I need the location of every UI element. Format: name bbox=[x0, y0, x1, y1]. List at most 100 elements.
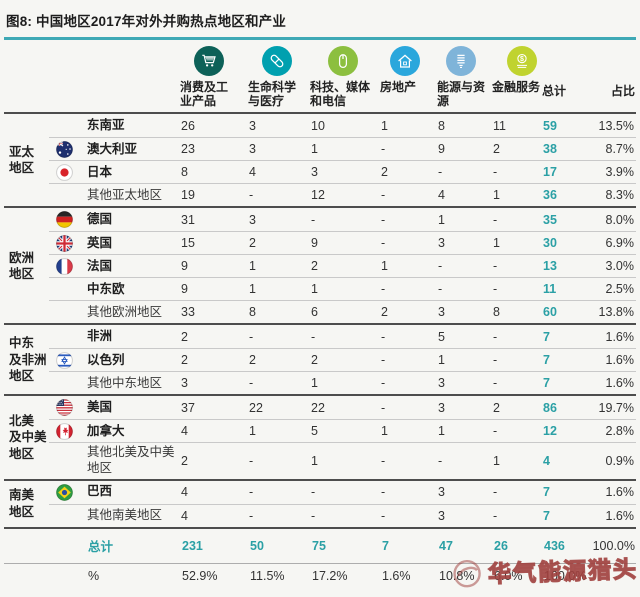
value-cell: - bbox=[381, 453, 386, 468]
percent-value-cell: 52.9% bbox=[182, 569, 218, 584]
value-cell: - bbox=[381, 508, 386, 523]
share-cell: 3.9% bbox=[605, 165, 635, 180]
value-cell: 1 bbox=[381, 118, 388, 133]
value-cell: - bbox=[438, 259, 443, 274]
table-row: 其他北美及中美地区 2 - 1 - - 1 4 0.9% bbox=[49, 442, 636, 478]
col-header-life-sciences: 生命科学与医疗 bbox=[248, 46, 306, 108]
value-cell: - bbox=[493, 353, 498, 368]
cart-icon bbox=[194, 46, 224, 76]
value-cell: 12 bbox=[311, 188, 325, 203]
country-name: 美国 bbox=[87, 400, 113, 414]
total-cell: 30 bbox=[543, 236, 557, 251]
value-cell: - bbox=[381, 485, 386, 500]
value-cell: 15 bbox=[181, 236, 195, 251]
value-cell: 4 bbox=[249, 165, 256, 180]
value-cell: 9 bbox=[181, 259, 188, 274]
value-cell: - bbox=[493, 329, 498, 344]
value-cell: 2 bbox=[181, 353, 188, 368]
country-name: 加拿大 bbox=[87, 423, 125, 438]
table-row: 加拿大 4 1 5 1 1 - 12 2.8% bbox=[49, 419, 636, 442]
share-cell: 8.0% bbox=[605, 212, 635, 227]
value-cell: 6 bbox=[311, 305, 318, 320]
total-cell: 86 bbox=[543, 400, 557, 415]
value-cell: 2 bbox=[381, 165, 388, 180]
value-cell: 3 bbox=[438, 236, 445, 251]
region-label: 中东 及非洲 地区 bbox=[9, 336, 47, 383]
table-row: 美国 37 22 22 - 3 2 86 19.7% bbox=[49, 396, 636, 419]
flag-france-icon bbox=[49, 257, 79, 275]
region-group: 亚太 地区 东南亚 26 3 10 1 8 11 59 13.5% 澳大利亚 23 3 1-9 2 38 8.7… bbox=[4, 114, 636, 209]
value-cell: 8 bbox=[493, 305, 500, 320]
value-cell: 22 bbox=[249, 400, 263, 415]
total-cell: 7 bbox=[543, 508, 550, 523]
value-cell: 2 bbox=[181, 329, 188, 344]
country-name: 英国 bbox=[87, 235, 113, 250]
value-cell: - bbox=[311, 485, 316, 500]
value-cell: 2 bbox=[381, 305, 388, 320]
total-cell: 4 bbox=[543, 453, 550, 468]
value-cell: 2 bbox=[493, 400, 500, 415]
col-header-label: 房地产 bbox=[380, 80, 417, 94]
share-cell: 6.9% bbox=[605, 236, 635, 251]
value-cell: 3 bbox=[438, 400, 445, 415]
share-cell: 1.6% bbox=[605, 376, 635, 391]
value-cell: - bbox=[311, 508, 316, 523]
region-rows: 非洲 2 - - - 5 - 7 1.6% 以色列 2 2 2 - 1 - 7 1.6% 其他中东地区 3 - 1 - 3 - 7… bbox=[49, 325, 636, 394]
country-name: 东南亚 bbox=[87, 118, 125, 132]
share-cell: 8.3% bbox=[605, 188, 635, 203]
col-header-label: 金融服务 bbox=[492, 80, 541, 94]
value-cell: - bbox=[249, 508, 254, 523]
totals-share-cell: 100.0% bbox=[592, 538, 635, 553]
table-row: 其他欧洲地区 33 8 6 2 3 8 60 13.8% bbox=[49, 300, 636, 323]
col-header-financial-services: $ 金融服务 bbox=[492, 46, 552, 108]
value-cell: 2 bbox=[249, 353, 256, 368]
region-rows: 美国 37 22 22-3 2 86 19.7% 加拿大 4 1 5 1 1-12 2.8% 其他北美及中美… bbox=[49, 396, 636, 478]
value-cell: 1 bbox=[249, 424, 256, 439]
country-name: 其他中东地区 bbox=[87, 375, 163, 390]
value-cell: - bbox=[249, 376, 254, 391]
total-cell: 11 bbox=[543, 282, 557, 297]
col-header-total: 总计 bbox=[542, 84, 567, 98]
country-name: 德国 bbox=[87, 212, 113, 226]
value-cell: 3 bbox=[181, 376, 188, 391]
coins-icon: $ bbox=[507, 46, 537, 76]
ma-table: 消费及工业产品 生命科学与医疗 科技、媒体和电信 房地产 能源与资源 $ 金融服务 总计 占比 … bbox=[4, 40, 636, 589]
col-header-label: 消费及工业产品 bbox=[180, 80, 229, 109]
total-cell: 17 bbox=[543, 165, 557, 180]
value-cell: 8 bbox=[249, 305, 256, 320]
share-cell: 3.0% bbox=[605, 259, 635, 274]
totals-value-cell: 47 bbox=[439, 538, 453, 553]
col-header-label: 能源与资源 bbox=[437, 80, 486, 109]
total-cell: 36 bbox=[543, 188, 557, 203]
country-name: 中东欧 bbox=[87, 281, 125, 296]
value-cell: - bbox=[493, 376, 498, 391]
value-cell: 1 bbox=[311, 453, 318, 468]
value-cell: 33 bbox=[181, 305, 195, 320]
region-label: 欧洲 地区 bbox=[9, 250, 35, 281]
share-cell: 1.6% bbox=[605, 485, 635, 500]
totals-value-cell: 50 bbox=[250, 538, 264, 553]
value-cell: 3 bbox=[438, 508, 445, 523]
value-cell: - bbox=[381, 188, 386, 203]
totals-value-cell: 75 bbox=[312, 538, 326, 553]
total-cell: 13 bbox=[543, 259, 557, 274]
share-cell: 2.8% bbox=[605, 424, 635, 439]
share-cell: 0.9% bbox=[605, 453, 635, 468]
country-name: 其他南美地区 bbox=[87, 507, 163, 522]
value-cell: 10 bbox=[311, 118, 325, 133]
flag-uk-icon bbox=[49, 234, 79, 252]
value-cell: 9 bbox=[438, 142, 445, 157]
value-cell: 2 bbox=[311, 353, 318, 368]
flag-usa-icon bbox=[49, 399, 79, 417]
totals-value-cell: 231 bbox=[182, 538, 203, 553]
table-header: 消费及工业产品 生命科学与医疗 科技、媒体和电信 房地产 能源与资源 $ 金融服务 总计 占比 bbox=[4, 40, 636, 115]
value-cell: 1 bbox=[493, 236, 500, 251]
share-cell: 19.7% bbox=[598, 400, 634, 415]
value-cell: 1 bbox=[311, 142, 318, 157]
value-cell: 1 bbox=[249, 259, 256, 274]
value-cell: 1 bbox=[381, 259, 388, 274]
col-header-label: 科技、媒体和电信 bbox=[310, 80, 371, 109]
total-cell: 12 bbox=[543, 424, 557, 439]
percent-value-cell: 1.6% bbox=[382, 569, 411, 584]
value-cell: - bbox=[381, 353, 386, 368]
